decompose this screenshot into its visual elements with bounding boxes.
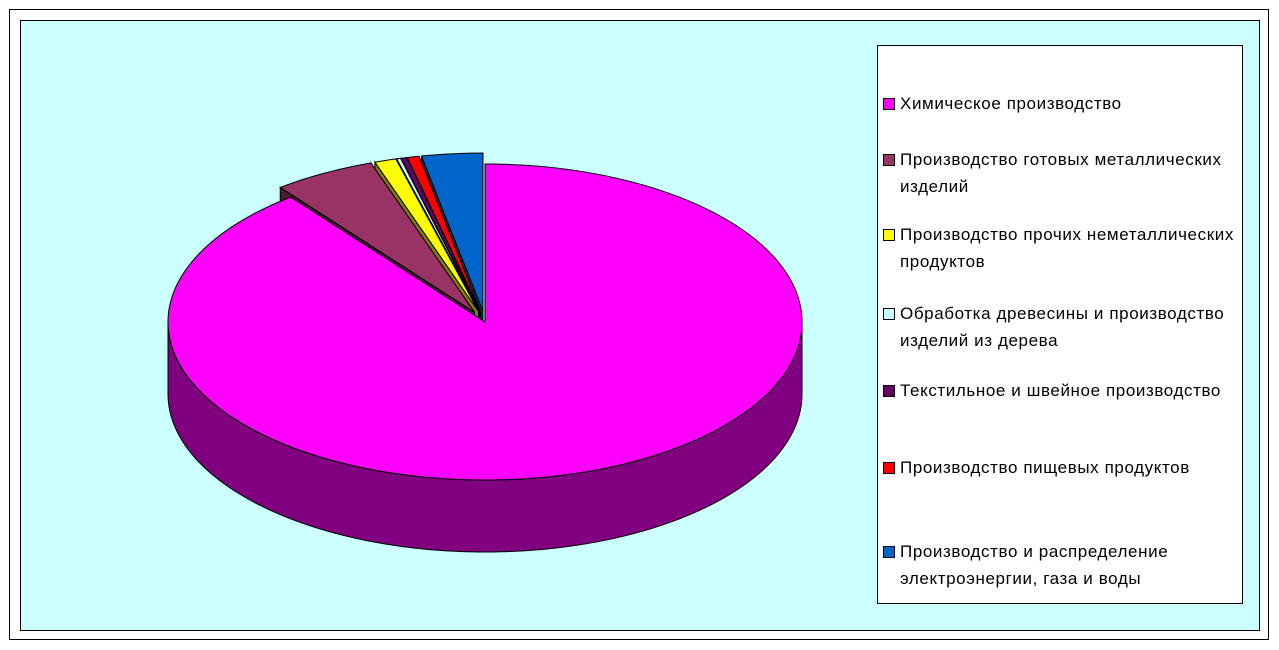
slice [420, 152, 484, 312]
legend-label: Химическое производство [900, 94, 1122, 113]
legend-swatch [883, 546, 895, 558]
legend-label: Текстильное и швейное производство [900, 381, 1221, 400]
slice [374, 158, 479, 312]
slice [406, 155, 481, 312]
legend-swatch [883, 154, 895, 166]
legend-item: Производство прочих неметаллических прод… [883, 221, 1243, 275]
slice [167, 163, 803, 481]
legend: Химическое производство Производство гото… [877, 45, 1243, 604]
legend-label: Производство и распределение электроэнер… [900, 542, 1169, 588]
legend-label: Производство пищевых продуктов [900, 458, 1190, 477]
legend-label: Производство готовых металлических издел… [900, 150, 1222, 196]
legend-label: Обработка древесины и производство издел… [900, 304, 1225, 350]
legend-label: Производство прочих неметаллических прод… [900, 225, 1234, 271]
legend-item: Химическое производство [883, 90, 1243, 117]
legend-swatch [883, 385, 895, 397]
legend-item: Текстильное и швейное производство [883, 377, 1243, 404]
legend-swatch [883, 98, 895, 110]
legend-item: Производство готовых металлических издел… [883, 146, 1243, 200]
slice [279, 162, 475, 313]
legend-swatch [883, 462, 895, 474]
legend-swatch [883, 229, 895, 241]
legend-item: Обработка древесины и производство издел… [883, 300, 1243, 354]
legend-item: Производство и распределение электроэнер… [883, 538, 1243, 592]
legend-item: Производство пищевых продуктов [883, 454, 1243, 481]
slice [400, 157, 481, 312]
legend-swatch [883, 308, 895, 320]
